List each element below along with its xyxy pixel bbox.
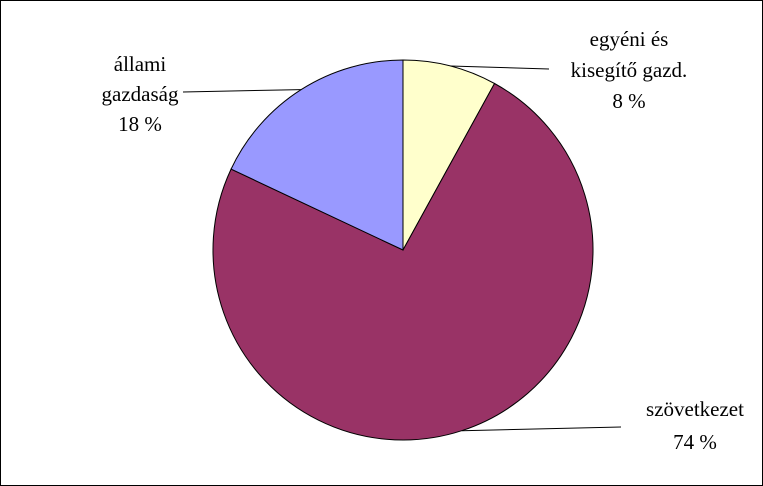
pie-slice-1: [212, 82, 594, 441]
slice-label-1: szövetkezet 74 %: [646, 397, 744, 454]
slice-percent-1: 74 %: [673, 430, 717, 454]
slice-name-line-2-0: állami: [114, 52, 167, 76]
slice-name-line-1-0: szövetkezet: [646, 397, 744, 421]
leader-line-0: [450, 65, 550, 70]
slice-name-line-0-0: egyéni és: [590, 27, 669, 51]
slice-percent-0: 8 %: [612, 89, 645, 113]
pie-slice-2: [230, 59, 404, 251]
leader-line-2: [182, 89, 302, 93]
leader-line-1: [461, 426, 622, 432]
slice-label-2: állami gazdaság 18 %: [102, 52, 179, 136]
leaders-layer: [182, 65, 622, 432]
slice-percent-2: 18 %: [118, 112, 162, 136]
pie-slice-0: [402, 59, 496, 251]
slices-layer: [212, 59, 594, 441]
labels-layer: egyéni és kisegítő gazd. 8 % szövetkezet 74 …: [102, 27, 745, 454]
slice-label-0: egyéni és kisegítő gazd. 8 %: [571, 27, 688, 113]
slice-name-line-0-1: kisegítő gazd.: [571, 58, 688, 82]
slice-name-line-2-1: gazdaság: [102, 82, 179, 106]
